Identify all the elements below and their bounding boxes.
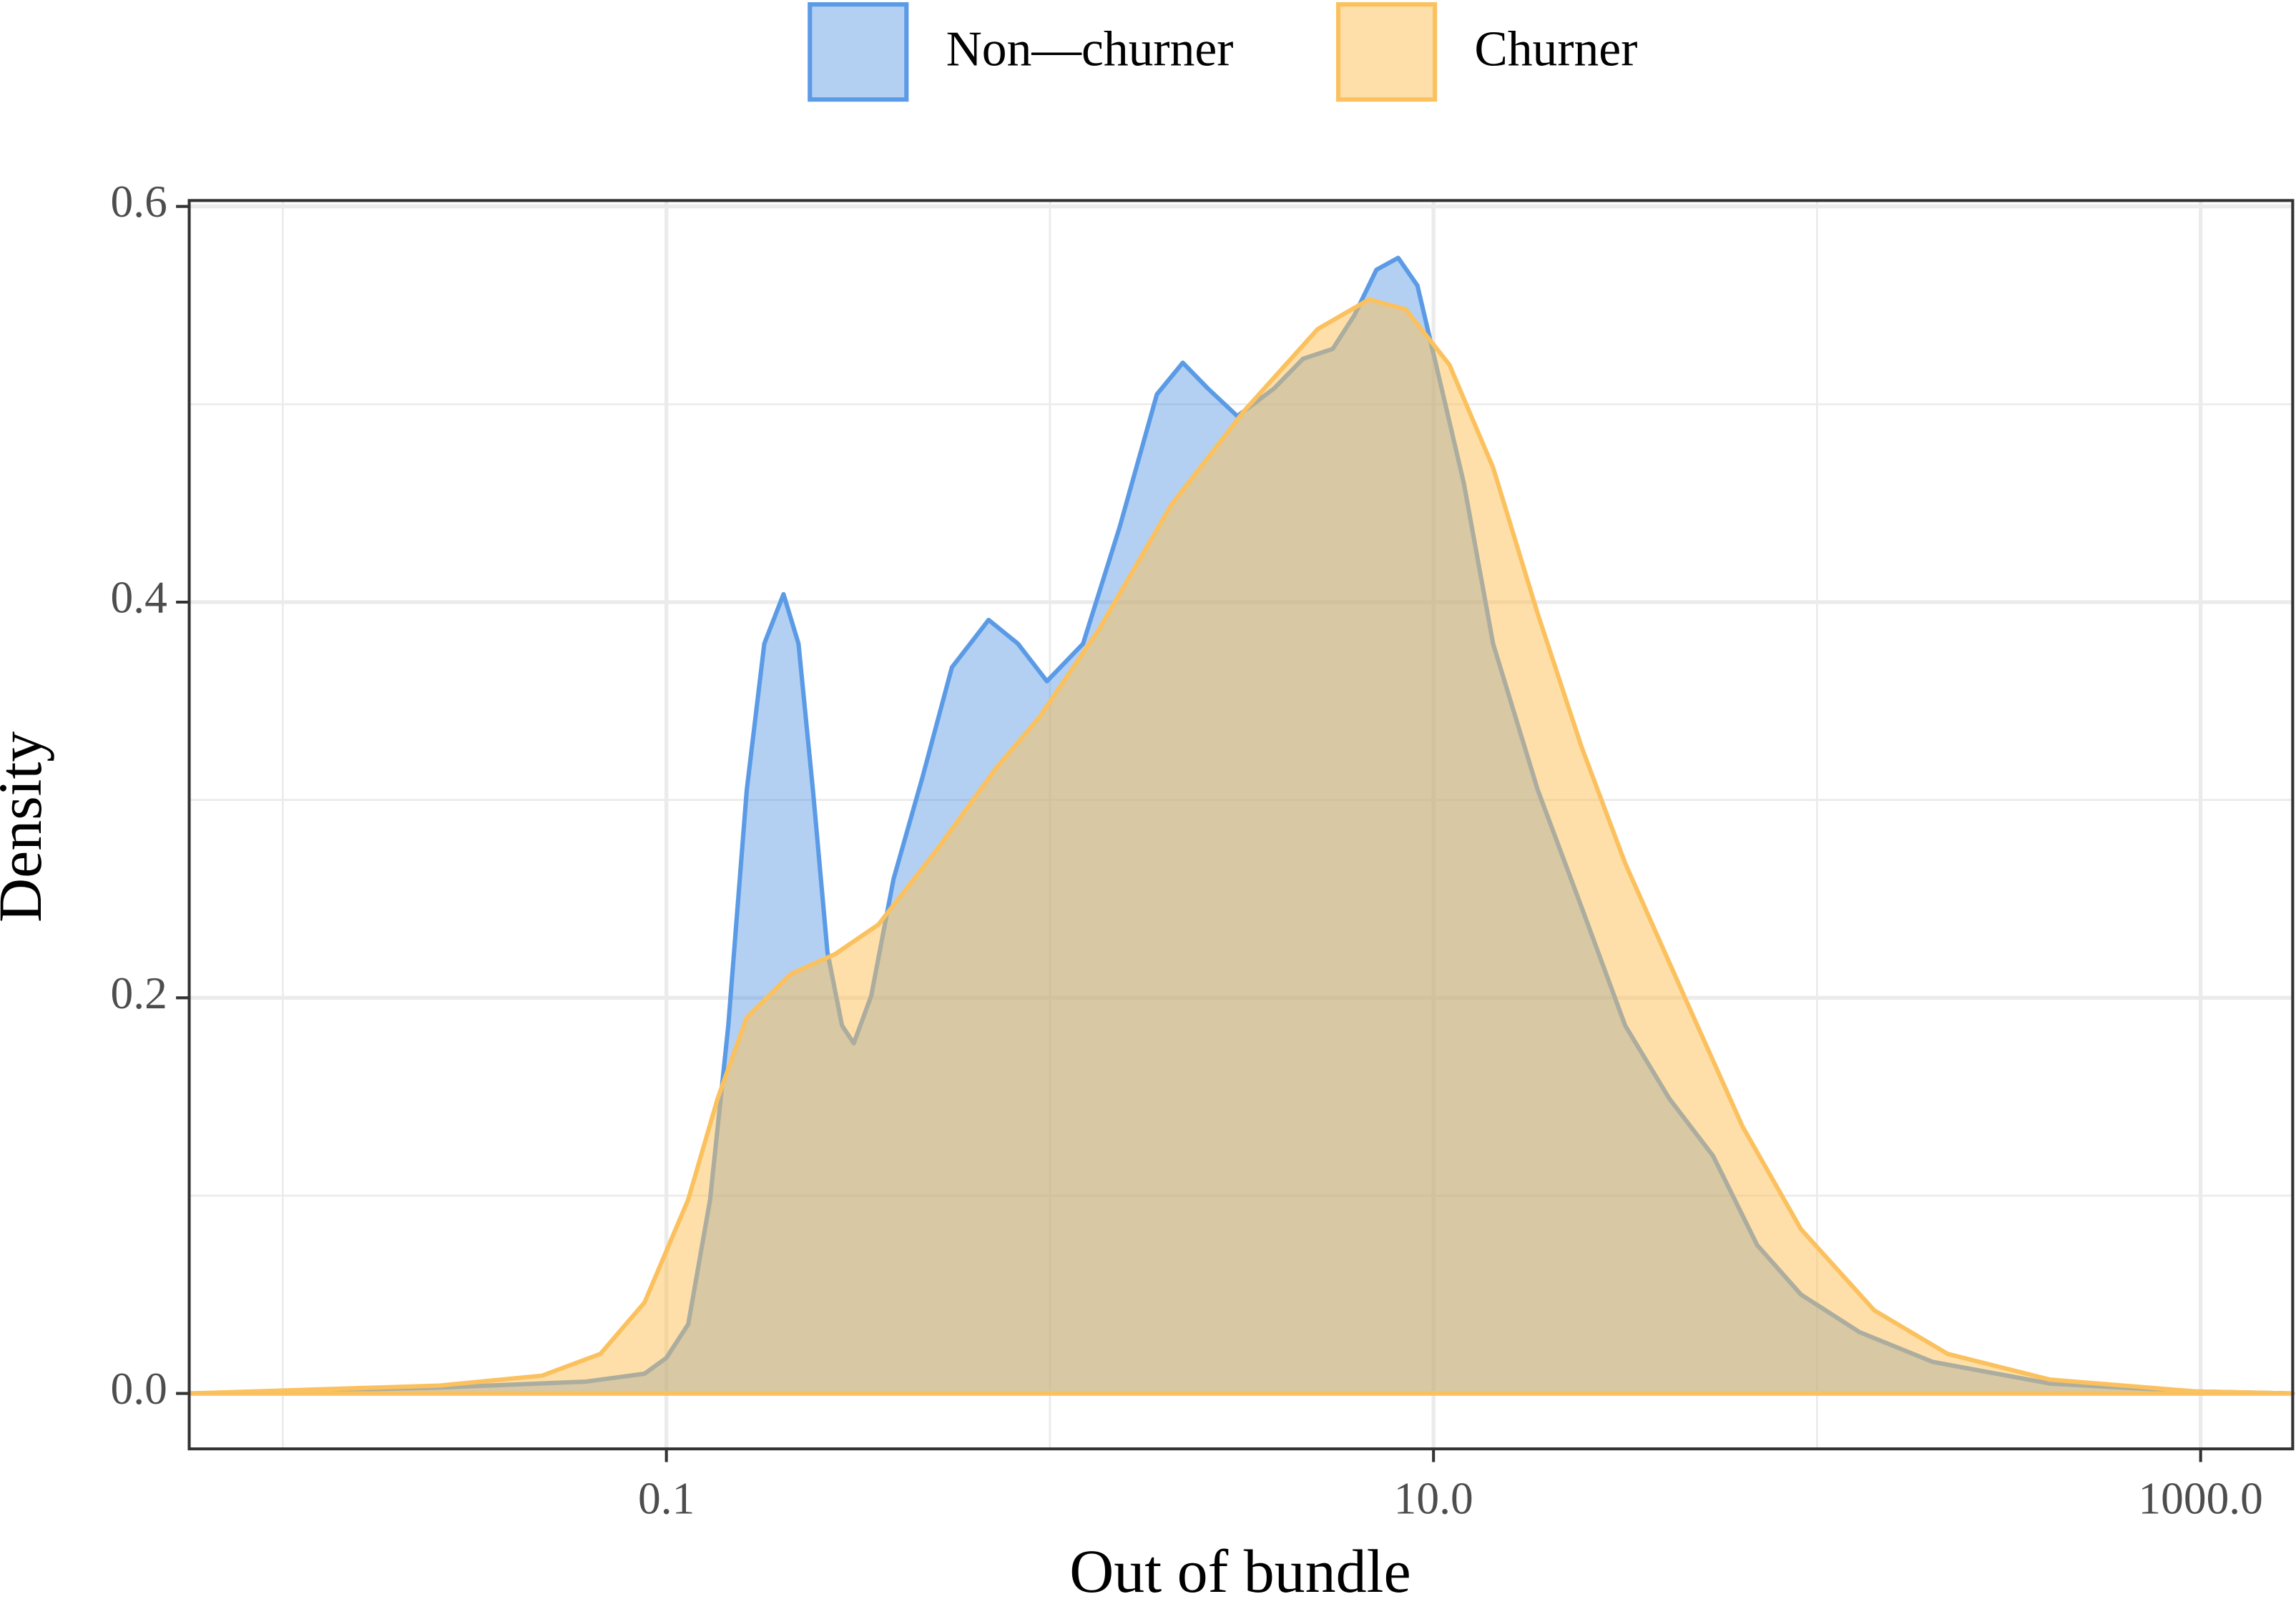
panel-border bbox=[187, 199, 2295, 1451]
x-tick-label: 10.0 bbox=[1394, 1472, 1473, 1523]
y-tick-label: 0.0 bbox=[111, 1363, 167, 1414]
x-tick-label: 1000.0 bbox=[2138, 1472, 2262, 1523]
y-axis-title: Density bbox=[0, 732, 54, 922]
x-axis-title: Out of bundle bbox=[1069, 1537, 1411, 1604]
legend-label: Non—churner bbox=[946, 22, 1234, 77]
y-tick-label: 0.4 bbox=[111, 572, 167, 623]
y-tick-label: 0.6 bbox=[111, 176, 167, 227]
density-area bbox=[187, 297, 2295, 1396]
legend-swatch bbox=[808, 2, 909, 102]
plot-area bbox=[187, 255, 2295, 1396]
legend: Non—churner Churner bbox=[808, 2, 1637, 102]
legend-label: Churner bbox=[1474, 22, 1637, 77]
x-tick-label: 0.1 bbox=[638, 1472, 695, 1523]
axes: 0.0 0.2 0.4 0.6 0.1 10.0 1000.0 bbox=[111, 176, 2263, 1523]
y-tick-label: 0.2 bbox=[111, 968, 167, 1018]
legend-swatch bbox=[1335, 2, 1438, 102]
